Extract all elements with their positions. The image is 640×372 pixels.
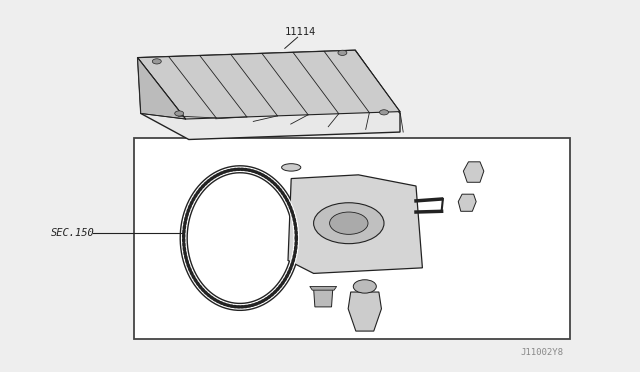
- Polygon shape: [138, 50, 400, 119]
- Circle shape: [152, 59, 161, 64]
- Circle shape: [353, 280, 376, 293]
- Circle shape: [314, 203, 384, 244]
- Polygon shape: [138, 50, 400, 140]
- Polygon shape: [288, 175, 422, 273]
- Polygon shape: [138, 58, 186, 119]
- Circle shape: [380, 110, 388, 115]
- Text: SEC.150: SEC.150: [51, 228, 95, 237]
- Polygon shape: [348, 292, 381, 331]
- Text: 11114: 11114: [285, 27, 316, 37]
- Polygon shape: [314, 288, 333, 307]
- Circle shape: [330, 212, 368, 234]
- Circle shape: [338, 50, 347, 55]
- Polygon shape: [463, 162, 484, 182]
- Bar: [134, 138, 570, 339]
- Polygon shape: [310, 286, 337, 290]
- Ellipse shape: [282, 164, 301, 171]
- Polygon shape: [458, 194, 476, 211]
- Circle shape: [175, 111, 184, 116]
- Text: J11002Y8: J11002Y8: [520, 348, 563, 357]
